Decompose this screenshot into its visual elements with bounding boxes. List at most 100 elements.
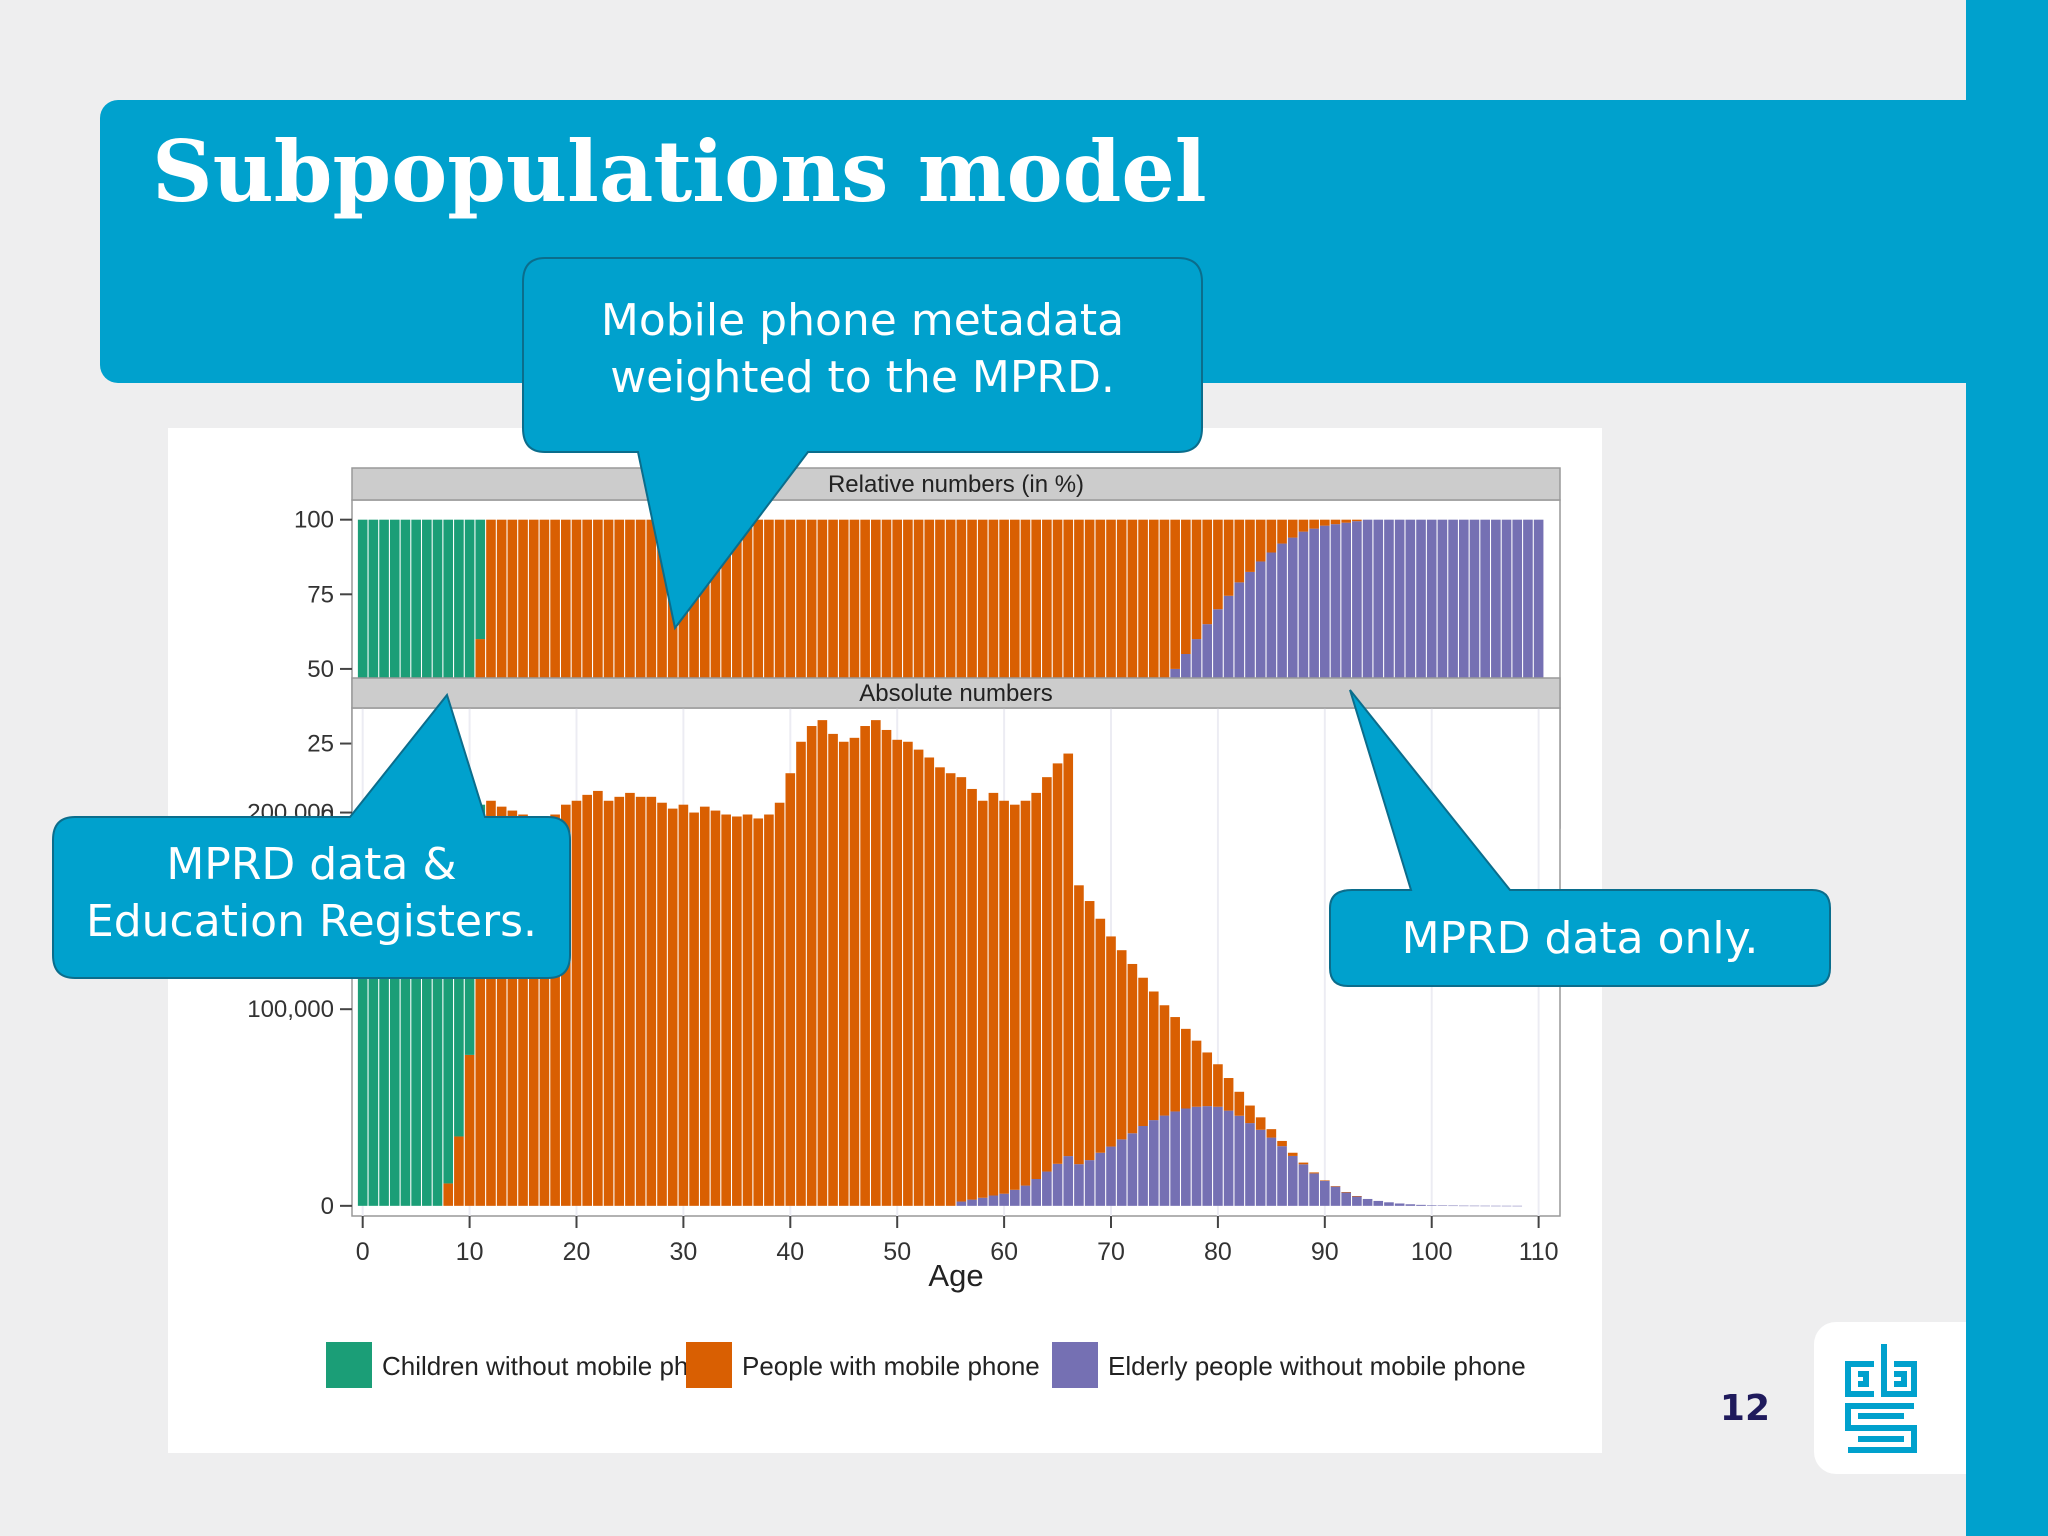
bar-age-63-elderly	[1031, 1178, 1041, 1206]
bar-age-57-people	[967, 519, 977, 814]
bar-age-54-people	[935, 767, 945, 1206]
slide-title: Subpopulations model	[152, 122, 1207, 221]
bar-age-46-people	[849, 519, 860, 819]
x-tick-label: 90	[1311, 1238, 1339, 1266]
bar-age-73-people	[1138, 977, 1148, 1127]
bar-age-12-people	[486, 800, 496, 1206]
facet-label: Absolute numbers	[859, 680, 1052, 707]
bar-age-6-children	[422, 519, 432, 819]
bar-age-13-people	[496, 806, 507, 1206]
bar-age-91-elderly	[1330, 524, 1341, 819]
bar-age-35-people	[732, 519, 742, 819]
bar-age-59-people	[988, 519, 999, 811]
bar-age-77-people	[1181, 1028, 1191, 1109]
bar-age-24-people	[614, 796, 625, 1206]
bar-age-104-elderly	[1469, 1205, 1480, 1207]
bar-age-88-people	[1298, 1162, 1309, 1165]
bar-age-43-people	[817, 720, 828, 1206]
bar-age-83-elderly	[1245, 1123, 1255, 1206]
bar-age-34-people	[721, 814, 731, 1206]
bar-age-76-people	[1170, 519, 1180, 669]
bar-age-97-elderly	[1394, 1203, 1405, 1206]
bar-age-103-elderly	[1458, 1205, 1469, 1207]
bar-age-82-people	[1234, 519, 1245, 583]
bar-age-91-people	[1330, 519, 1341, 525]
x-tick-label: 10	[456, 1238, 484, 1266]
bar-age-40-people	[785, 519, 796, 819]
bar-age-67-people	[1074, 885, 1084, 1165]
bar-age-18-people	[550, 519, 560, 819]
callout-mprd-only-text: MPRD data only.	[1401, 913, 1759, 964]
x-tick-label: 50	[883, 1238, 911, 1266]
bar-age-89-elderly	[1309, 528, 1319, 819]
bar-age-21-people	[582, 794, 592, 1206]
bar-age-56-people	[956, 777, 967, 1202]
bar-age-90-elderly	[1320, 1180, 1330, 1206]
bar-age-85-elderly	[1266, 1137, 1277, 1206]
bar-age-95-elderly	[1373, 519, 1384, 819]
y-tick-label: 100,000	[247, 996, 334, 1023]
bar-age-14-people	[507, 519, 518, 819]
bar-age-4-children	[400, 519, 411, 819]
bar-age-75-elderly	[1159, 1115, 1170, 1206]
bar-age-90-elderly	[1320, 525, 1330, 819]
bar-age-90-people	[1320, 519, 1330, 526]
bar-age-37-people	[753, 818, 764, 1206]
bar-age-61-elderly	[1009, 1189, 1020, 1206]
bar-age-39-people	[774, 802, 785, 1206]
bar-age-56-elderly	[956, 1201, 967, 1206]
bar-age-90-people	[1320, 1180, 1330, 1181]
bar-age-53-people	[924, 519, 935, 819]
bar-age-105-elderly	[1480, 519, 1490, 819]
y-tick-label: 50	[307, 656, 334, 683]
bar-age-82-elderly	[1234, 1115, 1245, 1206]
bar-age-22-people	[593, 790, 603, 1206]
legend-swatch-0	[326, 1342, 372, 1388]
bar-age-47-people	[860, 726, 870, 1206]
legend-label-1: People with mobile phone	[742, 1351, 1040, 1381]
bar-age-85-people	[1266, 519, 1277, 553]
bar-age-80-elderly	[1213, 1106, 1223, 1206]
bar-age-36-people	[742, 519, 753, 819]
bar-age-91-elderly	[1330, 1186, 1341, 1206]
bar-age-77-people	[1181, 519, 1191, 654]
bar-age-66-people	[1063, 753, 1074, 1157]
bar-age-64-elderly	[1042, 1171, 1052, 1206]
bar-age-93-people	[1352, 1196, 1362, 1197]
bar-age-17-people	[539, 519, 550, 819]
bar-age-0-children	[357, 519, 368, 819]
bar-age-78-people	[1191, 519, 1202, 640]
bar-age-27-people	[646, 519, 657, 819]
bar-age-87-people	[1287, 519, 1298, 538]
bar-age-23-people	[603, 800, 614, 1206]
bar-age-30-people	[678, 519, 689, 819]
bar-age-31-people	[689, 812, 699, 1206]
bar-age-98-elderly	[1405, 519, 1416, 819]
bar-age-22-people	[593, 519, 603, 819]
bar-age-86-elderly	[1277, 1146, 1287, 1206]
bar-age-9-children	[454, 519, 464, 765]
bar-age-79-elderly	[1202, 1106, 1213, 1206]
bar-age-64-people	[1042, 519, 1052, 795]
bar-age-15-people	[518, 519, 528, 819]
bar-age-60-people	[999, 519, 1009, 810]
bar-age-92-elderly	[1341, 522, 1352, 819]
bar-age-88-elderly	[1298, 1164, 1309, 1206]
bar-age-7-children	[432, 840, 443, 1206]
bar-age-97-elderly	[1394, 519, 1405, 819]
bar-age-60-people	[999, 800, 1009, 1194]
bar-age-95-elderly	[1373, 1200, 1384, 1206]
bar-age-55-people	[945, 773, 956, 1206]
bar-age-80-people	[1213, 519, 1223, 610]
callout-metadata-text: Mobile phone metadata weighted to the MP…	[600, 295, 1125, 404]
bar-age-35-people	[732, 816, 742, 1206]
bar-age-62-people	[1020, 519, 1031, 804]
bar-age-101-elderly	[1437, 1205, 1448, 1206]
bar-age-5-children	[411, 519, 421, 819]
bar-age-70-elderly	[1106, 1146, 1116, 1206]
bar-age-102-elderly	[1448, 519, 1458, 819]
bar-age-89-elderly	[1309, 1173, 1319, 1206]
bar-age-69-people	[1095, 519, 1106, 763]
bar-age-103-elderly	[1458, 519, 1469, 819]
bar-age-25-people	[625, 519, 635, 819]
